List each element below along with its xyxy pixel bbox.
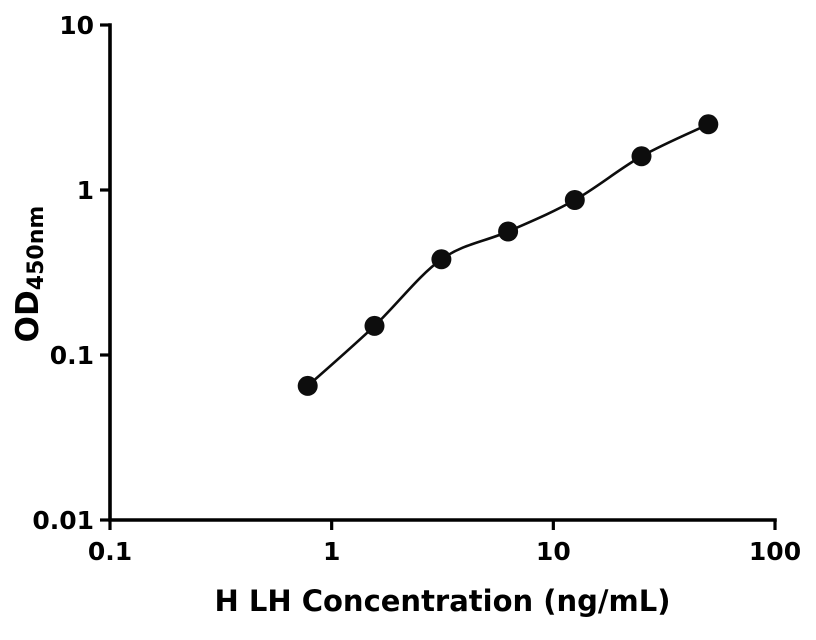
data-point (564, 190, 585, 210)
data-point (297, 375, 318, 396)
y-axis-title-subscript: 450nm (24, 205, 49, 291)
y-tick-label: 0.01 (32, 506, 94, 535)
x-tick-label: 10 (536, 537, 571, 566)
data-point (498, 221, 519, 242)
x-tick-label: 100 (749, 537, 801, 566)
y-axis-title-text: OD (10, 290, 46, 343)
axis-spine (108, 23, 777, 522)
data-point (698, 114, 719, 135)
y-tick-label: 0.1 (50, 341, 94, 370)
x-axis-title: H LH Concentration (ng/mL) (214, 584, 671, 618)
data-point (631, 146, 652, 167)
y-tick-label: 1 (77, 176, 94, 205)
x-tick-label: 1 (323, 537, 340, 566)
y-tick-label: 10 (59, 11, 94, 40)
y-axis-title: OD 450nm (6, 174, 50, 374)
data-point (431, 249, 452, 270)
x-tick-label: 0.1 (88, 537, 132, 566)
data-point (364, 315, 385, 336)
